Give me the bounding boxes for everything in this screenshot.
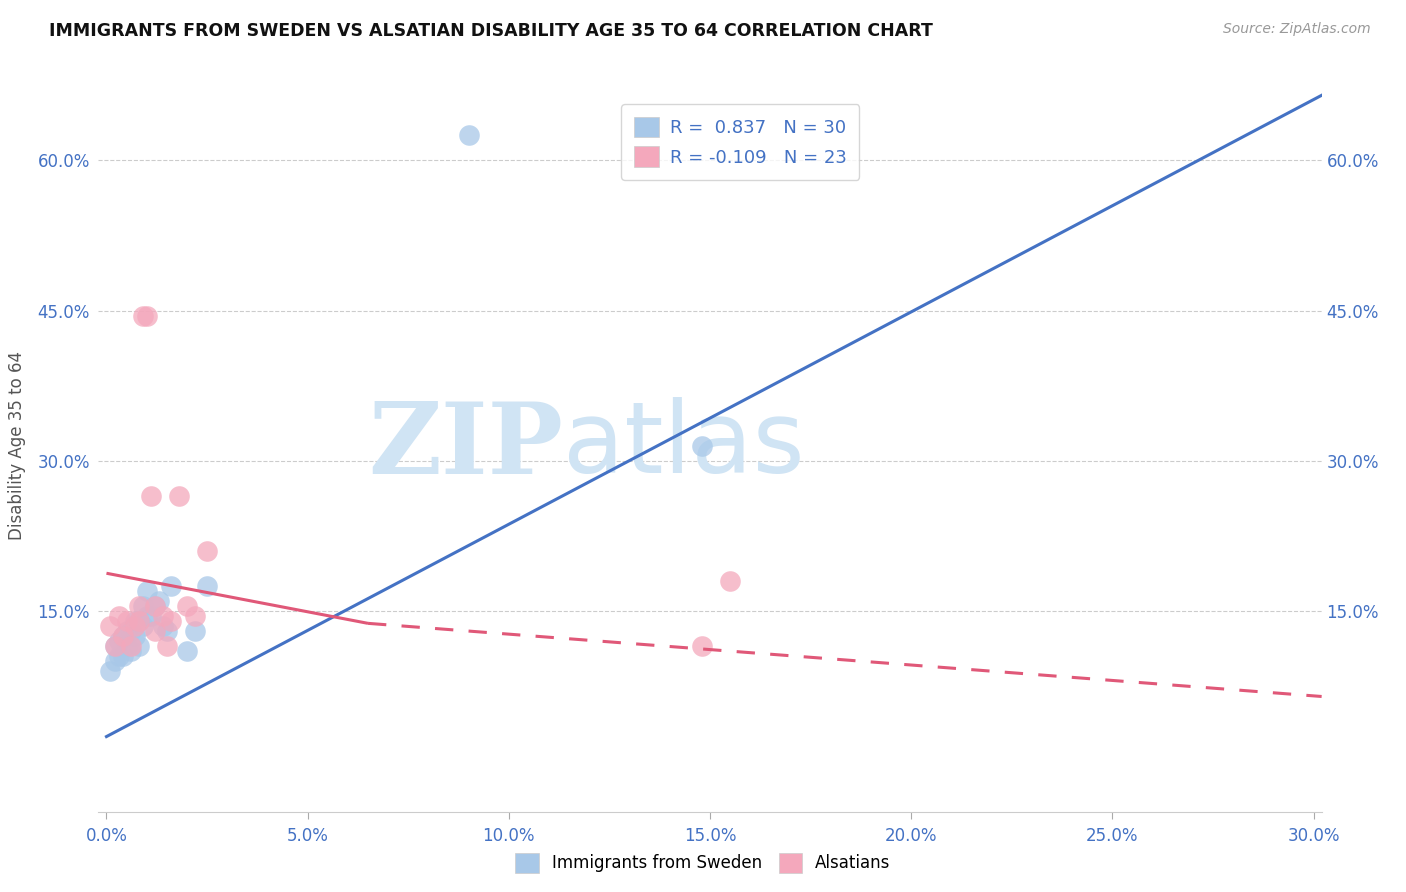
Point [195, 544, 218, 558]
Y-axis label: Disability Age 35 to 64: Disability Age 35 to 64 [8, 351, 27, 541]
Point [131, 619, 153, 633]
Point [131, 309, 153, 323]
Point [103, 640, 125, 654]
Point [135, 309, 157, 323]
Point [107, 649, 129, 664]
Point [111, 629, 134, 643]
Point [128, 615, 150, 629]
Point [107, 634, 129, 648]
Point [195, 579, 218, 593]
Text: atlas: atlas [564, 398, 804, 494]
Point [457, 128, 479, 143]
Point [690, 439, 713, 453]
Point [120, 640, 142, 654]
Point [143, 599, 166, 614]
Point [156, 624, 179, 639]
Point [139, 609, 162, 624]
Point [128, 615, 150, 629]
Point [103, 655, 125, 669]
Point [131, 599, 153, 614]
Text: Source: ZipAtlas.com: Source: ZipAtlas.com [1223, 22, 1371, 37]
Point [167, 489, 190, 503]
Point [152, 619, 174, 633]
Point [143, 599, 166, 614]
Point [128, 599, 150, 614]
Point [115, 640, 138, 654]
Text: IMMIGRANTS FROM SWEDEN VS ALSATIAN DISABILITY AGE 35 TO 64 CORRELATION CHART: IMMIGRANTS FROM SWEDEN VS ALSATIAN DISAB… [49, 22, 934, 40]
Point [184, 609, 207, 624]
Point [160, 579, 183, 593]
Point [139, 489, 162, 503]
Point [115, 624, 138, 639]
Point [143, 624, 166, 639]
Point [148, 594, 170, 608]
Point [124, 615, 146, 629]
Point [120, 624, 142, 639]
Point [718, 574, 741, 589]
Point [184, 624, 207, 639]
Point [107, 609, 129, 624]
Point [111, 629, 134, 643]
Point [176, 644, 198, 658]
Point [135, 584, 157, 599]
Point [124, 629, 146, 643]
Point [124, 619, 146, 633]
Point [128, 640, 150, 654]
Point [115, 615, 138, 629]
Point [176, 599, 198, 614]
Point [156, 640, 179, 654]
Point [160, 615, 183, 629]
Legend: Immigrants from Sweden, Alsatians: Immigrants from Sweden, Alsatians [509, 847, 897, 880]
Point [100, 665, 122, 679]
Point [152, 609, 174, 624]
Point [103, 640, 125, 654]
Point [100, 619, 122, 633]
Text: ZIP: ZIP [368, 398, 564, 494]
Point [120, 644, 142, 658]
Legend: R =  0.837   N = 30, R = -0.109   N = 23: R = 0.837 N = 30, R = -0.109 N = 23 [621, 104, 859, 180]
Point [111, 649, 134, 664]
Point [135, 609, 157, 624]
Point [690, 640, 713, 654]
